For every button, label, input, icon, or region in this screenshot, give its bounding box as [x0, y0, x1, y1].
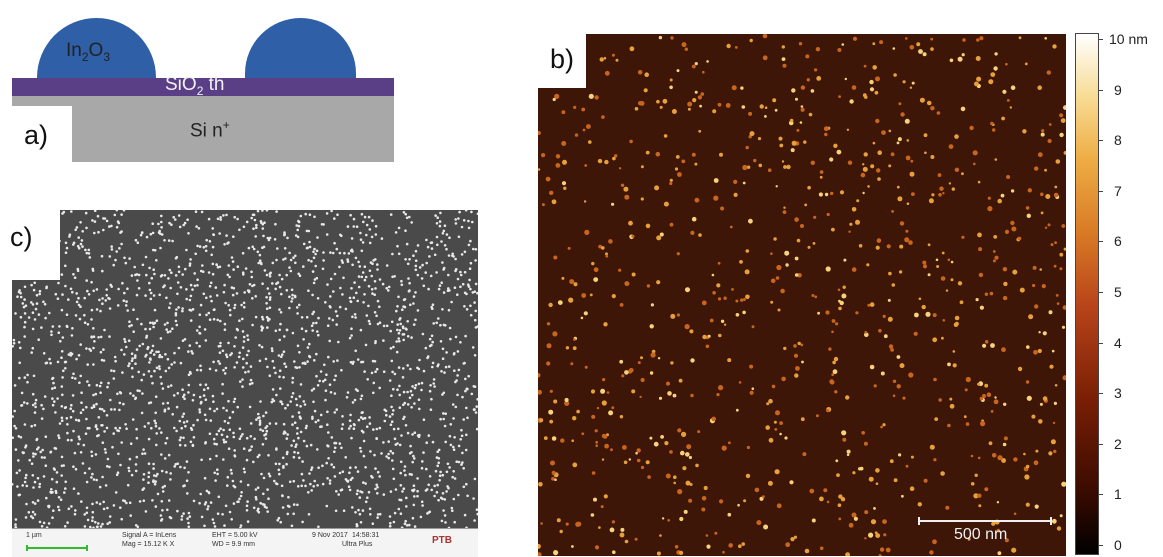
sem-eht: EHT = 5.00 kV — [212, 532, 258, 539]
colorbar-tick — [1098, 140, 1103, 141]
ptb-logo: PTB — [432, 535, 452, 546]
sem-mag: Mag = 15.12 K X — [122, 541, 175, 548]
colorbar-tick — [1098, 444, 1103, 445]
sem-wd: WD = 9.9 mm — [212, 541, 255, 548]
sem-image — [12, 210, 478, 528]
colorbar-tick-label: 2 — [1114, 436, 1122, 452]
colorbar-tick-label: 5 — [1114, 284, 1122, 300]
panel-a-label: a) — [14, 118, 59, 155]
oxide-label: SiO2 th — [165, 74, 225, 98]
colorbar-tick — [1098, 191, 1103, 192]
sem-instrument: Ultra Plus — [342, 541, 373, 548]
colorbar-tick-label: 4 — [1114, 335, 1122, 351]
schematic-panel: In2O3 SiO2 th Si n+ a) — [0, 0, 420, 170]
sem-scale-text: 1 µm — [26, 532, 42, 539]
colorbar-tick-label: 10 nm — [1109, 31, 1148, 47]
colorbar-tick-label: 1 — [1114, 486, 1122, 502]
colorbar-tick — [1098, 343, 1103, 344]
colorbar-tick — [1098, 292, 1103, 293]
oxide-layer — [12, 78, 394, 96]
colorbar-tick — [1098, 241, 1103, 242]
sem-time: 14:58:31 — [352, 532, 380, 539]
colorbar-tick — [1098, 494, 1103, 495]
sem-info-bar: 1 µm Signal A = InLens Mag = 15.12 K X E… — [12, 528, 478, 557]
colorbar-tick-label: 6 — [1114, 233, 1122, 249]
panel-c-label: c) — [0, 208, 60, 280]
colorbar-tick-label: 7 — [1114, 183, 1122, 199]
colorbar-tick-label: 0 — [1114, 537, 1122, 553]
afm-scale-label: 500 nm — [954, 526, 1008, 543]
colorbar-tick-label: 8 — [1114, 132, 1122, 148]
substrate-block — [72, 106, 394, 162]
sem-signal: Signal A = InLens — [122, 532, 177, 539]
substrate-layer — [12, 96, 394, 106]
colorbar-tick — [1098, 393, 1103, 394]
panel-b-label: b) — [538, 34, 586, 88]
afm-panel: 500 nm b) — [538, 34, 1066, 556]
colorbar-tick — [1098, 90, 1103, 91]
colorbar-tick — [1098, 39, 1103, 40]
colorbar-tick — [1098, 545, 1103, 546]
nanoparticle-right — [245, 18, 356, 78]
afm-scale-bar — [918, 517, 1052, 525]
particle-label: In2O3 — [66, 40, 111, 64]
substrate-label: Si n+ — [190, 118, 230, 142]
colorbar-gradient — [1075, 33, 1099, 555]
height-colorbar: 10 nm 9 8 7 6 5 4 3 2 1 0 — [1075, 31, 1163, 556]
sem-scale-bar — [26, 545, 88, 551]
colorbar-tick-label: 9 — [1114, 82, 1122, 98]
afm-image — [538, 34, 1066, 556]
sem-date: 9 Nov 2017 — [312, 532, 348, 539]
colorbar-tick-label: 3 — [1114, 385, 1122, 401]
sem-panel: c) 1 µm Signal A = InLens Mag = 15.12 K … — [0, 208, 478, 557]
